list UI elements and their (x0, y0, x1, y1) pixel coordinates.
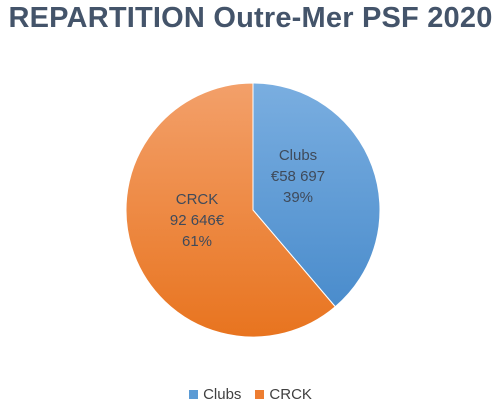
slice-label-crck: CRCK 92 646€ 61% (170, 191, 225, 250)
slice-label-line: 92 646€ (170, 212, 225, 229)
slice-label-clubs: Clubs €58 697 39% (271, 147, 325, 206)
slice-label-line: €58 697 (271, 168, 325, 185)
chart-legend: Clubs CRCK (0, 386, 501, 403)
legend-label-crck: CRCK (269, 386, 312, 403)
chart-title: REPARTITION Outre-Mer PSF 2020 (8, 2, 493, 34)
legend-label-clubs: Clubs (203, 386, 242, 403)
slice-label-line: Clubs (279, 147, 317, 164)
legend-item-crck: CRCK (255, 386, 312, 403)
slice-label-line: 39% (283, 189, 313, 206)
legend-swatch-crck (255, 390, 265, 399)
slice-label-line: 61% (182, 233, 212, 250)
legend-item-clubs: Clubs (189, 386, 241, 403)
slice-label-line: CRCK (176, 191, 219, 208)
pie-slice-crck (125, 82, 336, 338)
legend-swatch-clubs (189, 390, 199, 399)
pie-slice-clubs (252, 82, 381, 308)
